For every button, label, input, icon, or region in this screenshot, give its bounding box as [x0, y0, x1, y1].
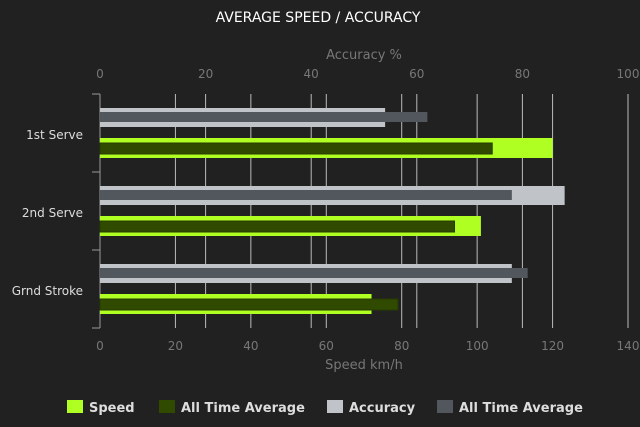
- bottom-tick-label: 100: [466, 339, 489, 353]
- legend-swatch: [67, 400, 83, 413]
- bottom-tick-label: 80: [394, 339, 409, 353]
- top-tick-label: 60: [409, 67, 424, 81]
- legend-label: All Time Average: [459, 401, 583, 416]
- legend-label: Speed: [89, 401, 135, 416]
- bottom-tick-label: 140: [617, 339, 640, 353]
- legend-swatch: [159, 400, 175, 413]
- bar-accuracy-average: [100, 190, 512, 200]
- bottom-tick-label: 40: [243, 339, 258, 353]
- top-axis-label: Accuracy %: [326, 48, 402, 63]
- category-label: 2nd Serve: [22, 206, 83, 220]
- bottom-tick-label: 60: [319, 339, 334, 353]
- top-tick-label: 20: [198, 67, 213, 81]
- legend-swatch: [327, 400, 343, 413]
- bar-speed-average: [99, 298, 399, 311]
- bar-speed-average: [99, 142, 493, 155]
- bar-accuracy-average: [100, 268, 528, 278]
- legend-label: All Time Average: [181, 401, 305, 416]
- top-tick-label: 80: [515, 67, 530, 81]
- top-tick-label: 40: [304, 67, 319, 81]
- bottom-tick-label: 20: [168, 339, 183, 353]
- legend-label: Accuracy: [349, 401, 416, 416]
- bottom-tick-label: 120: [541, 339, 564, 353]
- bar-accuracy-average: [100, 112, 428, 122]
- top-tick-label: 100: [617, 67, 640, 81]
- category-label: 1st Serve: [26, 128, 83, 142]
- bar-speed-average: [99, 220, 456, 233]
- top-tick-label: 0: [96, 67, 104, 81]
- category-label: Grnd Stroke: [12, 284, 83, 298]
- chart-title: AVERAGE SPEED / ACCURACY: [216, 10, 421, 26]
- legend-swatch: [437, 400, 453, 413]
- bottom-tick-label: 0: [96, 339, 104, 353]
- bottom-axis-label: Speed km/h: [325, 358, 403, 373]
